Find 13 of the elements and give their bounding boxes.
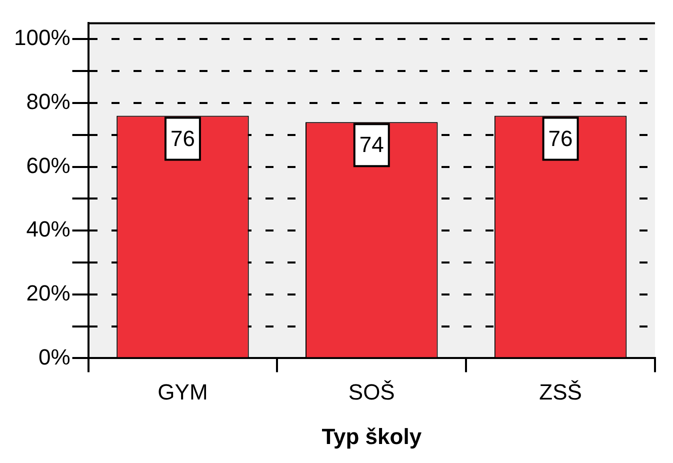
y-tick-label: 20% — [26, 280, 70, 306]
y-tick-label: 0% — [38, 344, 70, 370]
x-axis-title: Typ školy — [322, 424, 422, 449]
x-tick-label: ZSŠ — [539, 379, 582, 404]
y-tick-label: 40% — [26, 216, 70, 242]
data-label: 76 — [548, 126, 573, 151]
y-tick-label: 60% — [26, 152, 70, 178]
y-tick-label: 100% — [14, 25, 70, 50]
x-tick-label: SOŠ — [348, 379, 395, 404]
data-label: 74 — [359, 132, 384, 158]
data-label: 76 — [170, 126, 195, 151]
y-tick-label: 80% — [26, 89, 70, 114]
x-tick-label: GYM — [158, 379, 208, 404]
